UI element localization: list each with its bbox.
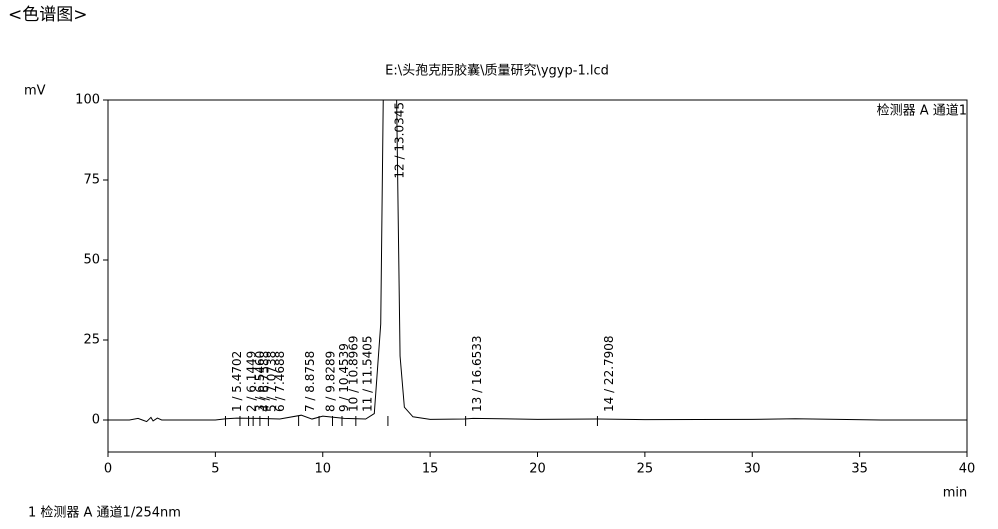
y-tick-label: 100 xyxy=(75,93,100,108)
peak-label: 2 / 6.1449 xyxy=(244,351,258,412)
x-tick-label: 10 xyxy=(314,462,331,477)
peak-label: 14 / 22.7908 xyxy=(602,335,616,412)
x-tick-label: 0 xyxy=(104,462,112,477)
y-axis-label: mV xyxy=(24,84,46,99)
trace xyxy=(108,100,967,423)
peak-label: 11 / 11.5405 xyxy=(360,335,374,412)
peak-label: 6 / 7.4688 xyxy=(273,351,287,412)
footer: 1 检测器 A 通道1/254nm xyxy=(28,506,181,521)
x-axis-label: min xyxy=(943,486,968,501)
x-tick-label: 30 xyxy=(744,462,761,477)
peak-label: 13 / 16.6533 xyxy=(470,335,484,412)
peak-label: 5 / 7.0738 xyxy=(264,351,278,412)
peak-label: 9 / 10.4539 xyxy=(337,343,351,412)
x-tick-label: 25 xyxy=(637,462,654,477)
x-tick-label: 5 xyxy=(211,462,219,477)
x-tick-label: 35 xyxy=(851,462,868,477)
legend-entry: 检测器 A 通道1 xyxy=(877,104,967,119)
y-tick-label: 75 xyxy=(83,173,100,188)
chart-title: E:\头孢克肟胶囊\质量研究\ygyp-1.lcd xyxy=(385,63,609,79)
x-tick-label: 20 xyxy=(529,462,546,477)
peak-label: 10 / 10.8969 xyxy=(347,335,361,412)
y-tick-label: 0 xyxy=(92,413,100,428)
peak-label: 8 / 9.8289 xyxy=(324,351,338,412)
x-tick-label: 40 xyxy=(959,462,976,477)
peak-label: 7 / 8.8758 xyxy=(303,351,317,412)
peak-label: 3 / 6.5460 xyxy=(253,351,267,412)
peak-label: 12 / 13.0345 xyxy=(392,102,406,179)
peak-label: 1 / 5.4702 xyxy=(230,351,244,412)
y-tick-label: 25 xyxy=(83,333,100,348)
x-tick-label: 15 xyxy=(422,462,439,477)
y-tick-label: 50 xyxy=(83,253,100,268)
page-heading: <色谱图> xyxy=(8,5,88,25)
peak-label: 4 / 6.7588 xyxy=(258,351,272,412)
